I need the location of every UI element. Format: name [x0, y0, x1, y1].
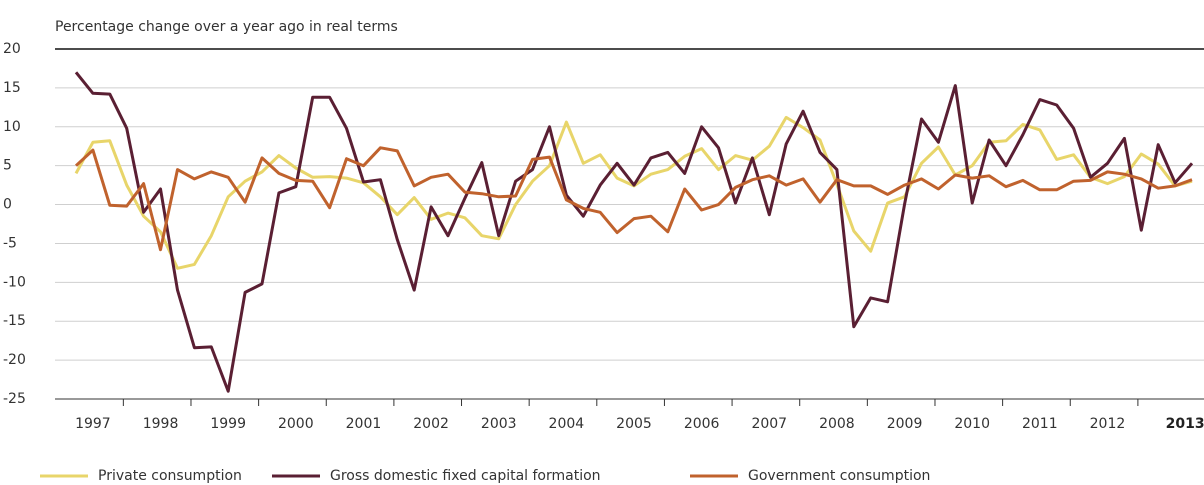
y-tick-label: 15	[3, 80, 21, 96]
y-tick-label: -5	[3, 235, 17, 251]
y-tick-label: 10	[3, 119, 21, 135]
chart-subtitle: Percentage change over a year ago in rea…	[55, 19, 398, 35]
x-tick-label: 2007	[751, 416, 787, 432]
x-tick-label: 2009	[887, 416, 923, 432]
x-tick-label: 2004	[549, 416, 585, 432]
series-line	[74, 146, 1193, 252]
legend-label: Private consumption	[98, 468, 242, 484]
x-tick-label: 2001	[346, 416, 382, 432]
series-line	[74, 115, 1193, 270]
y-tick-label: -20	[3, 352, 26, 368]
legend-label: Gross domestic fixed capital formation	[330, 468, 601, 484]
x-tick-label: 2008	[819, 416, 855, 432]
series-line	[74, 71, 1194, 393]
x-tick-label: 2005	[616, 416, 652, 432]
x-tick-label: 2006	[684, 416, 720, 432]
x-tick-label: 1999	[210, 416, 246, 432]
y-tick-label: 20	[3, 41, 21, 57]
x-tick-label: 2013	[1166, 416, 1204, 432]
legend-label: Government consumption	[748, 468, 930, 484]
y-tick-label: -15	[3, 313, 26, 329]
x-tick-label: 2000	[278, 416, 314, 432]
x-tick-label: 2011	[1022, 416, 1058, 432]
x-tick-label: 1998	[143, 416, 179, 432]
x-tick-label: 2012	[1090, 416, 1126, 432]
y-tick-label: 0	[3, 197, 12, 213]
x-tick-label: 1997	[75, 416, 111, 432]
x-tick-label: 2003	[481, 416, 517, 432]
y-tick-label: -10	[3, 274, 26, 290]
x-tick-label: 2002	[413, 416, 449, 432]
y-tick-label: -25	[3, 391, 26, 407]
x-tick-label: 2010	[954, 416, 990, 432]
y-tick-label: 5	[3, 158, 12, 174]
